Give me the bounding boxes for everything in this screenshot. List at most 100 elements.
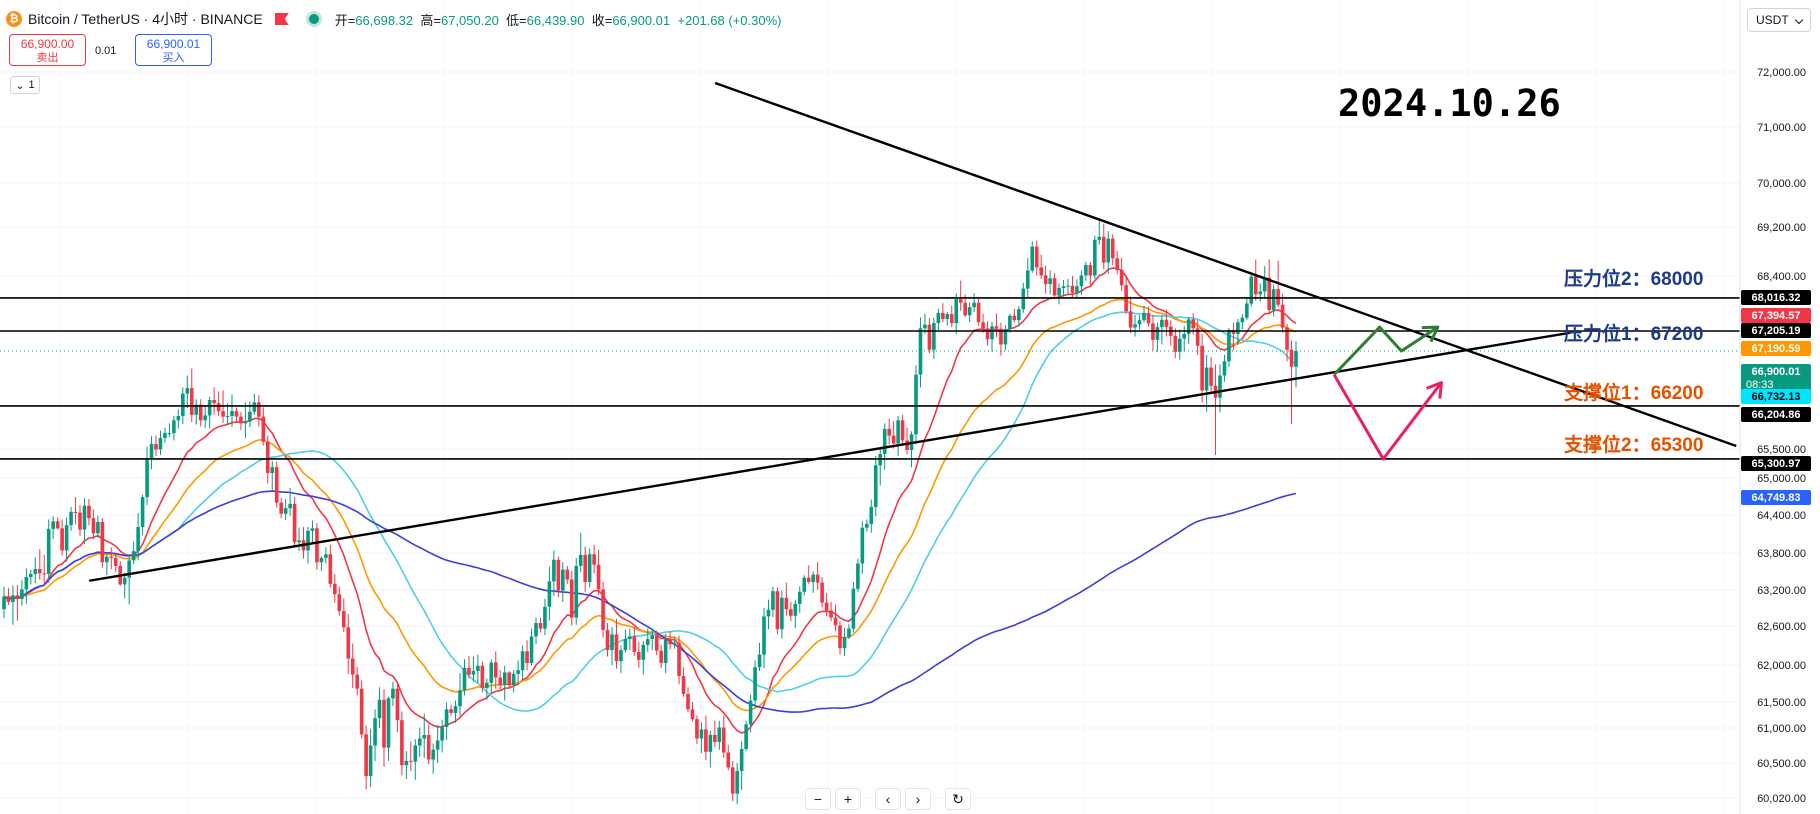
candle-body (641, 644, 646, 660)
candle-body (1061, 286, 1066, 289)
candle (744, 720, 748, 752)
candle-body (498, 677, 503, 685)
candle-body (319, 557, 324, 563)
y-tick-label: 60,020.00 (1757, 793, 1806, 805)
candle (1146, 306, 1151, 327)
candle (1209, 357, 1213, 393)
candle (37, 549, 42, 580)
candle-body (1030, 246, 1035, 271)
horizontal-levels (0, 297, 1740, 460)
sell-button[interactable]: 66,900.00 卖出 (9, 34, 86, 66)
candle (909, 431, 914, 468)
candle (1173, 328, 1178, 359)
candle-body (46, 528, 51, 574)
candle-body (462, 667, 467, 691)
candle-body (1017, 309, 1021, 321)
candle-body (333, 583, 337, 595)
candle-body (820, 582, 824, 603)
candle-body (990, 326, 994, 340)
candle (730, 760, 735, 802)
candle (610, 627, 614, 665)
candle-body (552, 559, 556, 582)
candle-body (292, 503, 297, 543)
candle-body (382, 699, 386, 748)
candle (637, 641, 641, 668)
indicators-toggle[interactable]: ⌄ 1 (10, 76, 40, 94)
ma-blue-line (3, 490, 1297, 713)
candle-body (891, 435, 896, 444)
candle (96, 515, 100, 538)
candle-body (163, 433, 167, 439)
candle (534, 617, 538, 645)
candle-body (605, 629, 610, 651)
buy-button[interactable]: 66,900.01 买入 (135, 34, 212, 66)
candle (954, 293, 959, 334)
candle (176, 409, 181, 429)
candle (1169, 320, 1173, 346)
candle (641, 640, 646, 675)
y-tick-label: 72,000.00 (1757, 67, 1806, 79)
candle (793, 599, 798, 628)
candle (735, 763, 739, 805)
candle-body (203, 415, 207, 421)
candle-body (1008, 315, 1012, 330)
candle (225, 403, 230, 426)
candle (55, 517, 60, 530)
candle (704, 715, 708, 761)
candle-body (265, 441, 270, 473)
candle-body (578, 554, 583, 566)
forecast-arrowhead-pink (1425, 381, 1443, 399)
candle (695, 715, 699, 745)
zoom-out-button[interactable]: − (805, 788, 831, 810)
reset-button[interactable]: ↻ (945, 788, 971, 810)
candle (368, 728, 373, 788)
candle-body (757, 654, 762, 668)
candle-body (914, 374, 918, 435)
candle-body (310, 528, 315, 531)
candle (1057, 283, 1061, 305)
candle-body (784, 597, 789, 610)
y-tick-label: 62,000.00 (1757, 660, 1806, 672)
scroll-right-button[interactable]: › (905, 788, 931, 810)
price-tag-bg (1741, 364, 1811, 392)
candle-body (614, 634, 619, 662)
candle (1110, 234, 1115, 265)
candle (493, 651, 498, 689)
candle (538, 617, 543, 633)
candle-body (1245, 303, 1249, 318)
candle (60, 519, 64, 556)
candle (1066, 278, 1070, 295)
candle-body (194, 404, 199, 415)
candle-body (122, 577, 127, 585)
candle (243, 402, 248, 439)
candle (310, 520, 315, 543)
candle (2, 586, 6, 619)
candle-body (279, 502, 283, 514)
price-tag-value: 67,205.19 (1752, 325, 1801, 337)
candle-body (127, 560, 131, 578)
candle (462, 659, 467, 696)
annotations: 2024.10.26 压力位2：68000 压力位1：67200 支撑位1：66… (1338, 82, 1703, 456)
currency-select[interactable]: USDT (1747, 8, 1811, 32)
candle-body (404, 760, 409, 766)
candle-body (100, 521, 105, 563)
candle-body (113, 557, 118, 566)
y-tick-label: 70,000.00 (1757, 178, 1806, 190)
candle (194, 399, 199, 425)
candle-body (520, 651, 525, 671)
resistance-2-label: 压力位2：68000 (1564, 267, 1703, 290)
flag-icon[interactable] (275, 13, 289, 25)
candle (315, 523, 319, 570)
candle-body (221, 411, 225, 417)
candle-body (547, 581, 552, 607)
scroll-left-button[interactable]: ‹ (875, 788, 901, 810)
zoom-in-button[interactable]: + (835, 788, 861, 810)
price-tag-value: 66,732.13 (1752, 391, 1801, 403)
candle (1245, 297, 1249, 321)
candle-body (328, 554, 333, 584)
candle-body (64, 525, 69, 551)
symbol-title[interactable]: Bitcoin / TetherUS · 4小时 · BINANCE (28, 11, 263, 27)
candle (842, 627, 847, 656)
candle-body (1186, 319, 1191, 334)
